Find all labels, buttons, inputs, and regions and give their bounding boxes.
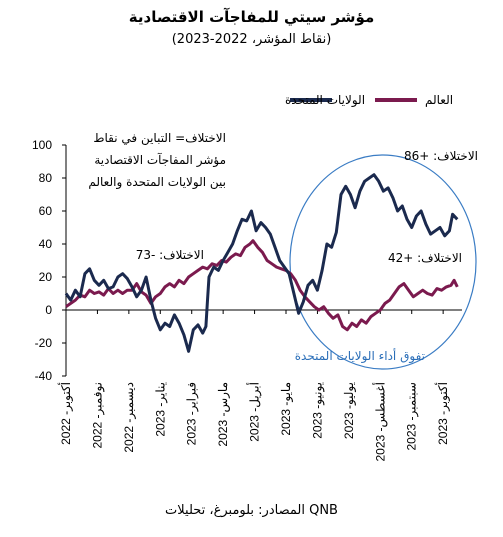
axes <box>65 145 462 376</box>
y-tick-label: -40 <box>35 369 53 383</box>
legend-label-us: الولايات المتحدة <box>285 93 365 108</box>
x-tick-label: فبراير- 2023 <box>185 382 199 445</box>
annotation-diff-left: الاختلاف: -73 <box>136 248 204 262</box>
x-tick-label: يونيو- 2023 <box>310 382 324 439</box>
outperformance-ellipse <box>289 154 477 370</box>
x-tick-label: سبتمبر- 2023 <box>405 382 419 451</box>
x-tick-label: نوفمبر- 2022 <box>90 382 104 449</box>
series-line-us <box>64 173 459 353</box>
y-tick-label: 80 <box>39 171 53 185</box>
x-tick-label: مايو- 2023 <box>279 382 293 436</box>
y-tick-label: 20 <box>39 270 53 284</box>
y-tick-label: 100 <box>32 138 52 152</box>
x-tick-label: أغسطس- 2023 <box>372 382 387 462</box>
y-tick-label: 40 <box>39 237 53 251</box>
chart-subtitle: (نقاط المؤشر، 2022-2023) <box>171 32 332 47</box>
x-tick-label: مارس- 2023 <box>216 382 230 447</box>
annotation-note-line2: مؤشر المفاجآت الاقتصادية <box>94 152 226 168</box>
y-tick-label: 60 <box>39 204 53 218</box>
source-note: المصادر: بلومبرغ، تحليلات QNB <box>165 503 338 518</box>
x-ticks: أكتوبر- 2022 نوفمبر- 2022 ديسمبر- 2022 يناي… <box>58 310 450 462</box>
annotation-diff-right: الاختلاف: +42 <box>388 251 462 265</box>
annotation-diff-top: الاختلاف: +86 <box>404 149 478 163</box>
y-tick-label: 0 <box>45 303 52 317</box>
x-tick-label: ديسمبر- 2022 <box>122 382 136 453</box>
legend: الولايات المتحدة العالم <box>285 93 453 108</box>
annotation-note-line1: الاختلاف= التباين في نقاط <box>93 131 226 146</box>
x-tick-label: أكتوبر- 2022 <box>58 382 73 445</box>
x-tick-label: أبريل- 2023 <box>247 382 262 442</box>
y-ticks: -40 -20 0 20 40 60 80 100 <box>32 138 66 383</box>
annotation-note-line3: بين الولايات المتحدة والعالم <box>88 175 226 190</box>
annotation-outperform: تفوق أداء الولايات المتحدة <box>295 348 425 364</box>
x-tick-label: أكتوبر- 2023 <box>435 382 450 445</box>
legend-label-world: العالم <box>425 93 453 107</box>
chart-title: مؤشر سيتي للمفاجآت الاقتصادية <box>128 8 375 26</box>
x-tick-label: يوليو- 2023 <box>342 382 356 439</box>
x-tick-label: يناير- 2023 <box>153 382 167 437</box>
y-tick-label: -20 <box>35 336 53 350</box>
